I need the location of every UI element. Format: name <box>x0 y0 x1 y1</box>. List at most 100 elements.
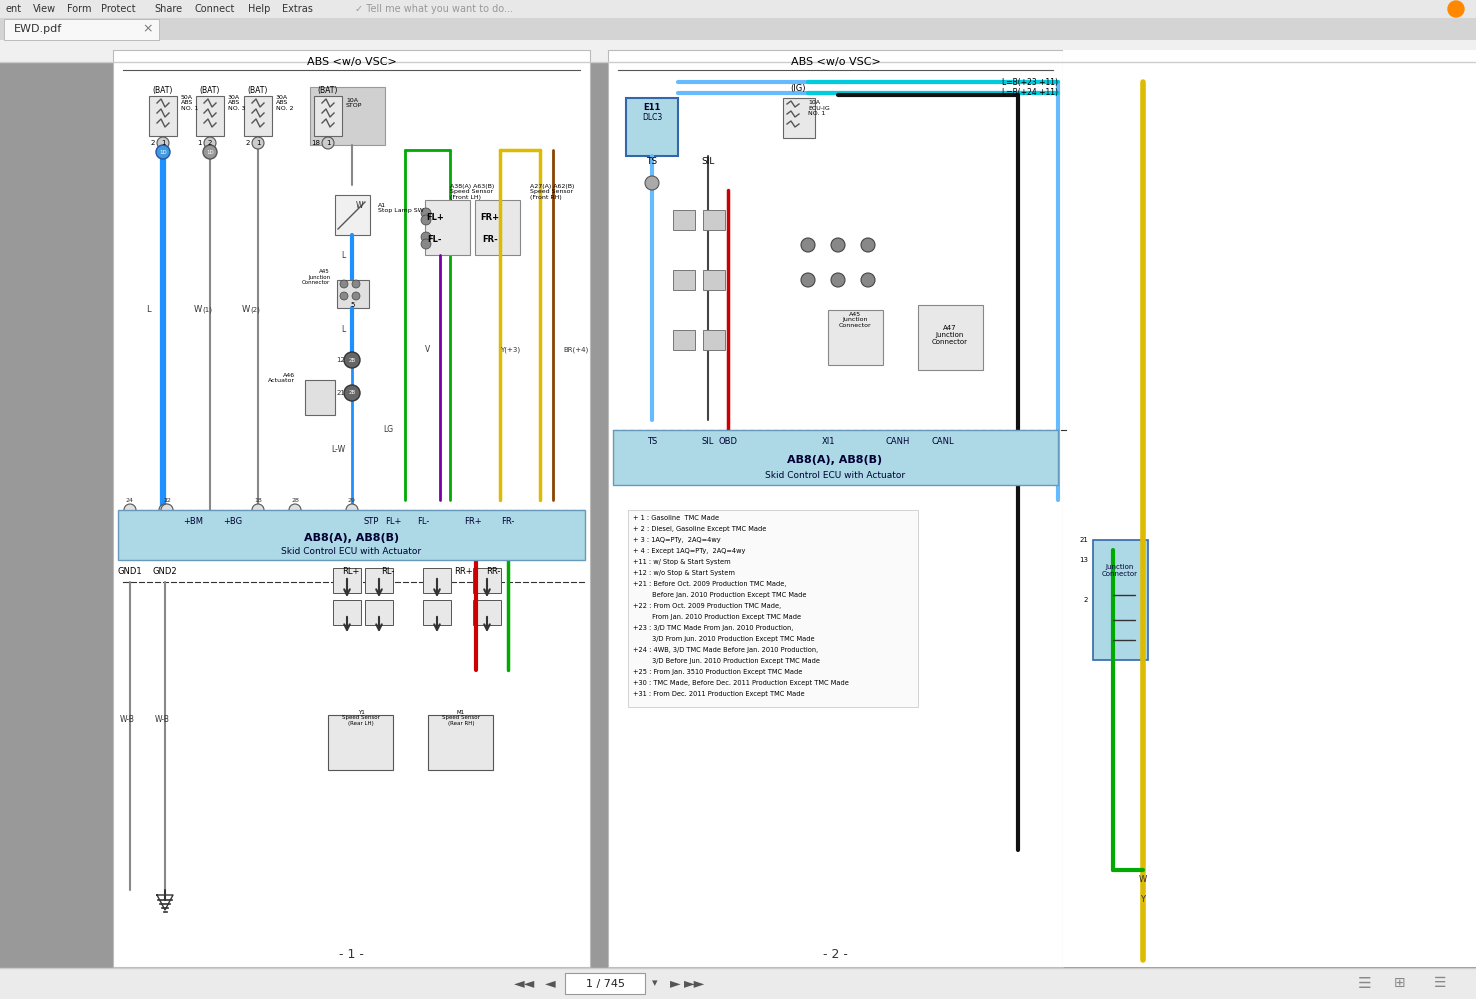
Text: SIL: SIL <box>701 158 714 167</box>
Text: 12: 12 <box>162 498 171 502</box>
Bar <box>703 330 725 350</box>
Text: ►►: ►► <box>685 976 706 990</box>
Circle shape <box>345 504 359 516</box>
Bar <box>365 568 393 593</box>
Text: 30A
ABS
NO. 3: 30A ABS NO. 3 <box>227 95 245 111</box>
Text: FL+: FL+ <box>427 213 444 222</box>
Bar <box>424 568 452 593</box>
Text: EWD.pdf: EWD.pdf <box>13 24 62 34</box>
Circle shape <box>861 273 875 287</box>
Text: RL+: RL+ <box>342 567 360 576</box>
Text: CANL: CANL <box>931 438 955 447</box>
Text: - 1 -: - 1 - <box>338 948 363 961</box>
Text: A27(A) A62(B)
Speed Sensor
(Front RH): A27(A) A62(B) Speed Sensor (Front RH) <box>530 184 574 201</box>
Bar <box>0 40 1476 62</box>
Text: Junction
Connector: Junction Connector <box>1103 563 1138 576</box>
Text: +30 : TMC Made, Before Dec. 2011 Production Except TMC Made: +30 : TMC Made, Before Dec. 2011 Product… <box>633 680 849 686</box>
Text: Y: Y <box>1141 895 1145 904</box>
Text: ►: ► <box>670 976 680 990</box>
Bar <box>335 195 370 235</box>
Bar <box>424 600 452 625</box>
Text: 10A
STOP: 10A STOP <box>345 98 363 109</box>
Circle shape <box>344 385 360 401</box>
Bar <box>244 96 272 136</box>
Circle shape <box>861 238 875 252</box>
Circle shape <box>801 238 815 252</box>
Circle shape <box>801 273 815 287</box>
Text: 18: 18 <box>254 498 261 502</box>
Text: 1: 1 <box>255 140 260 146</box>
Text: W-B: W-B <box>120 715 134 724</box>
Circle shape <box>339 280 348 288</box>
Circle shape <box>645 176 658 190</box>
Text: FL+: FL+ <box>385 517 401 526</box>
Text: Y(+3): Y(+3) <box>500 347 520 354</box>
Text: + 1 : Gasoline  TMC Made: + 1 : Gasoline TMC Made <box>633 515 719 521</box>
Bar <box>673 210 695 230</box>
Circle shape <box>351 280 360 288</box>
Text: 1: 1 <box>161 140 165 146</box>
Text: M1
Speed Sensor
(Rear RH): M1 Speed Sensor (Rear RH) <box>443 709 480 726</box>
Text: 21: 21 <box>337 390 345 396</box>
Text: +12 : w/o Stop & Start System: +12 : w/o Stop & Start System <box>633 570 735 576</box>
Text: 1D: 1D <box>159 150 167 155</box>
Text: 2B: 2B <box>348 391 356 396</box>
Text: LG: LG <box>382 426 393 435</box>
Bar <box>0 968 1476 999</box>
Bar <box>782 98 815 138</box>
Text: GND1: GND1 <box>118 567 142 576</box>
Text: (2): (2) <box>249 307 260 314</box>
Bar <box>0 0 1476 18</box>
Text: (1): (1) <box>202 307 213 314</box>
Text: (BAT): (BAT) <box>317 86 338 95</box>
Text: 10A
ECU-IG
NO. 1: 10A ECU-IG NO. 1 <box>807 100 830 116</box>
Text: 2: 2 <box>245 140 249 146</box>
Bar <box>365 600 393 625</box>
Text: 29: 29 <box>348 498 356 502</box>
Text: W-B: W-B <box>155 715 170 724</box>
Text: FL-: FL- <box>428 236 443 245</box>
Text: 3/D From Jun. 2010 Production Except TMC Made: 3/D From Jun. 2010 Production Except TMC… <box>633 636 815 642</box>
Text: V: V <box>425 346 430 355</box>
Bar <box>334 568 362 593</box>
Circle shape <box>204 137 215 149</box>
Text: RR+: RR+ <box>453 567 472 576</box>
Text: Extras: Extras <box>282 4 313 14</box>
Text: L: L <box>146 306 151 315</box>
Bar <box>337 280 369 308</box>
Text: 2B: 2B <box>348 358 356 363</box>
Text: FR+: FR+ <box>463 517 481 526</box>
Bar <box>703 210 725 230</box>
Text: Skid Control ECU with Actuator: Skid Control ECU with Actuator <box>282 547 422 556</box>
Text: 1: 1 <box>198 140 202 146</box>
Bar <box>328 715 393 770</box>
Text: 2: 2 <box>1083 597 1088 603</box>
Circle shape <box>831 273 844 287</box>
Bar <box>314 96 342 136</box>
Bar <box>475 200 520 255</box>
Circle shape <box>124 504 136 516</box>
Text: DLC3: DLC3 <box>642 114 663 123</box>
Text: RL-: RL- <box>381 567 394 576</box>
Text: Protect: Protect <box>100 4 136 14</box>
Text: A45
Junction
Connector: A45 Junction Connector <box>838 312 871 329</box>
Text: XI1: XI1 <box>821 438 835 447</box>
Text: + 2 : Diesel, Gasoline Except TMC Made: + 2 : Diesel, Gasoline Except TMC Made <box>633 526 766 532</box>
Text: - 2 -: - 2 - <box>822 948 847 961</box>
Text: ☰: ☰ <box>1358 975 1371 990</box>
Text: 2: 2 <box>162 498 167 502</box>
Text: BR(+4): BR(+4) <box>562 347 589 354</box>
Text: Skid Control ECU with Actuator: Skid Control ECU with Actuator <box>765 471 905 480</box>
Circle shape <box>159 504 171 516</box>
Text: ent: ent <box>4 4 21 14</box>
Text: L=B(+24 +11): L=B(+24 +11) <box>1002 89 1058 98</box>
Text: 50A
ABS
NO. 1: 50A ABS NO. 1 <box>182 95 198 111</box>
Text: RR-: RR- <box>486 567 500 576</box>
Circle shape <box>831 238 844 252</box>
Text: A38(A) A63(B)
Speed Sensor
(Front LH): A38(A) A63(B) Speed Sensor (Front LH) <box>450 184 494 201</box>
Bar <box>472 568 500 593</box>
Text: View: View <box>32 4 56 14</box>
Bar <box>673 270 695 290</box>
Text: TS: TS <box>646 438 657 447</box>
Bar <box>608 50 1063 967</box>
